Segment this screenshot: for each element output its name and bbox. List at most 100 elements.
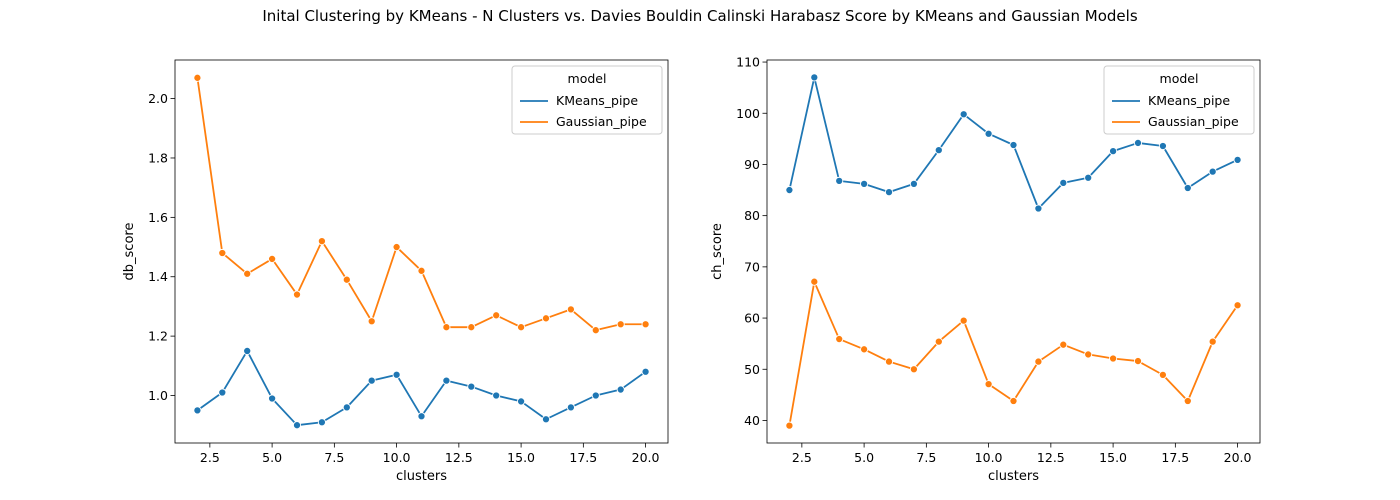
data-point [909, 365, 918, 374]
data-point [984, 380, 993, 389]
data-point [268, 394, 277, 403]
figure-title: Inital Clustering by KMeans - N Clusters… [262, 7, 1138, 25]
data-point [367, 376, 376, 385]
series-Gaussian_pipe [785, 277, 1242, 430]
data-point [1059, 178, 1068, 187]
data-point [392, 370, 401, 379]
x-tick-label: 7.5 [916, 450, 936, 465]
legend-title: model [1160, 71, 1199, 86]
data-point [492, 391, 501, 400]
data-point [317, 237, 326, 246]
data-point [1233, 301, 1242, 310]
data-point [1208, 167, 1217, 176]
data-point [243, 269, 252, 278]
x-tick-label: 15.0 [1099, 450, 1127, 465]
data-point [218, 388, 227, 397]
x-axis-label: clusters [988, 469, 1039, 484]
data-point [1009, 140, 1018, 150]
data-point [591, 326, 600, 335]
data-point [909, 179, 918, 188]
data-point [1084, 350, 1093, 359]
data-point [218, 248, 227, 258]
data-point [810, 277, 819, 286]
data-point [541, 314, 551, 323]
data-point [616, 320, 625, 329]
legend-label: KMeans_pipe [556, 93, 638, 108]
data-point [492, 311, 501, 320]
axes-frame [174, 59, 669, 444]
data-point [984, 129, 993, 138]
data-point [959, 110, 968, 119]
data-point [1133, 138, 1143, 147]
x-tick-label: 20.0 [1224, 450, 1252, 465]
legend: model KMeans_pipe Gaussian_pipe [511, 65, 663, 135]
y-tick-label: 1.2 [148, 329, 168, 344]
data-point [1183, 183, 1192, 193]
data-point [934, 337, 943, 346]
legend-title: model [568, 71, 607, 86]
chart-panel-2: 2.5 5.0 7.5 10.0 12.5 15.0 17.5 20.0 40 50 60 70 80 9… [710, 55, 1261, 484]
x-tick-label: 15.0 [507, 450, 535, 465]
y-tick-label: 80 [744, 208, 760, 223]
legend-box [1103, 65, 1255, 135]
x-tick-label: 17.5 [1161, 450, 1189, 465]
x-tick-label: 7.5 [324, 450, 344, 465]
data-point [959, 316, 968, 325]
y-tick-label: 50 [744, 362, 760, 377]
data-point [517, 397, 526, 406]
y-tick-label: 60 [744, 311, 760, 326]
data-point [417, 266, 426, 275]
legend: model KMeans_pipe Gaussian_pipe [1103, 65, 1255, 135]
data-point [342, 403, 351, 412]
data-point [566, 403, 575, 412]
y-tick-label: 1.4 [148, 269, 168, 284]
data-point [442, 323, 451, 332]
data-point [292, 421, 302, 430]
y-tick-label: 40 [744, 413, 760, 428]
data-point [641, 367, 650, 376]
data-point [1133, 357, 1143, 366]
data-point [392, 242, 401, 252]
data-point [884, 188, 894, 197]
y-tick-label: 1.6 [148, 210, 168, 225]
data-point [1084, 173, 1093, 182]
data-point [1109, 354, 1118, 363]
data-point [810, 73, 819, 82]
axes-frame [766, 59, 1261, 444]
data-point [193, 73, 202, 82]
y-tick-label: 70 [744, 259, 760, 274]
data-point [1109, 147, 1118, 156]
data-point [292, 290, 302, 299]
data-point [1158, 370, 1167, 379]
data-point [342, 275, 351, 284]
data-point [1034, 357, 1043, 366]
y-tick-label: 1.8 [148, 150, 168, 165]
x-tick-label: 12.5 [1037, 450, 1065, 465]
data-point [835, 335, 844, 344]
y-tick-label: 90 [744, 157, 760, 172]
data-point [641, 320, 650, 329]
data-point [616, 385, 625, 394]
data-point [467, 323, 476, 332]
data-point [1059, 340, 1068, 349]
series-KMeans_pipe [785, 73, 1242, 213]
series-Gaussian_pipe [193, 73, 650, 335]
y-tick-label: 110 [736, 55, 760, 70]
y-tick-label: 2.0 [148, 91, 168, 106]
data-point [1034, 204, 1043, 213]
x-tick-label: 5.0 [262, 450, 282, 465]
data-point [517, 323, 526, 332]
data-point [860, 345, 869, 354]
chart-panel-1: 2.5 5.0 7.5 10.0 12.5 15.0 17.5 20.0 1.0 1.2 1.4 1.… [122, 59, 669, 484]
data-point [467, 382, 476, 391]
x-tick-label: 2.5 [200, 450, 220, 465]
data-point [860, 179, 869, 188]
data-point [1158, 141, 1167, 151]
x-tick-label: 10.0 [383, 450, 411, 465]
y-tick-label: 1.0 [148, 388, 168, 403]
data-point [442, 376, 451, 385]
series-KMeans_pipe [193, 346, 650, 430]
data-point [835, 176, 844, 185]
y-axis-label: ch_score [710, 223, 725, 280]
